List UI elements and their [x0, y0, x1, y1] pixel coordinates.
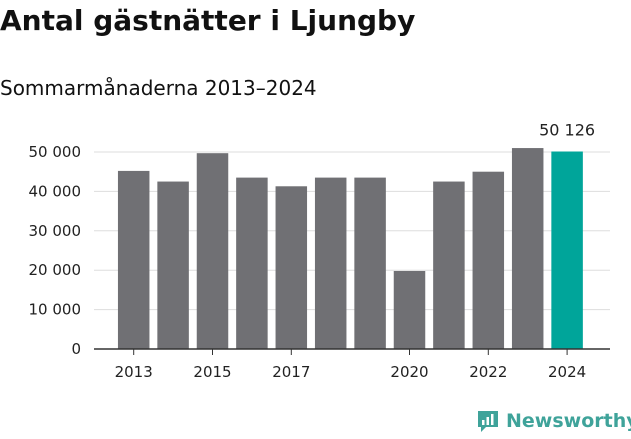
brand[interactable]: Newsworthy [476, 406, 631, 436]
y-tick-label: 10 000 [29, 301, 82, 319]
x-tick-label: 2024 [548, 363, 586, 381]
bar-2016 [236, 177, 268, 349]
bar-2014 [157, 181, 189, 349]
y-tick-label: 0 [71, 340, 81, 358]
y-tick-label: 20 000 [29, 261, 82, 279]
chart-title: Antal gästnätter i Ljungby [0, 4, 416, 37]
y-axis-ticks: 0 10 000 20 000 30 000 40 000 50 000 [29, 143, 82, 358]
newsworthy-logo-icon [478, 411, 498, 432]
bar-2019 [354, 177, 386, 349]
data-label: 50 126 [539, 121, 595, 140]
x-axis-ticks: 2013 2015 2017 2020 2022 2024 [115, 349, 586, 381]
data-labels: 50 126 [539, 121, 595, 140]
bar-2018 [314, 177, 347, 349]
bar-2024 [551, 151, 583, 349]
bar-2017 [275, 186, 308, 349]
x-tick-label: 2017 [272, 363, 310, 381]
y-tick-label: 40 000 [29, 182, 82, 200]
y-tick-label: 30 000 [29, 222, 82, 240]
bar-chart: 0 10 000 20 000 30 000 40 000 50 000 50 126 2… [29, 121, 610, 381]
bars [94, 148, 610, 350]
bar-2021 [433, 181, 465, 349]
x-tick-label: 2020 [390, 363, 428, 381]
brand-name: Newsworthy [506, 410, 631, 432]
bar-2022 [472, 171, 505, 349]
y-tick-label: 50 000 [29, 143, 82, 161]
x-tick-label: 2013 [115, 363, 153, 381]
x-tick-label: 2015 [193, 363, 231, 381]
chart-subtitle: Sommarmånaderna 2013–2024 [0, 76, 317, 100]
x-tick-label: 2022 [469, 363, 507, 381]
bar-2013 [117, 170, 150, 349]
bar-2020 [393, 270, 426, 349]
bar-2023 [511, 148, 544, 349]
bar-2015 [196, 153, 229, 349]
